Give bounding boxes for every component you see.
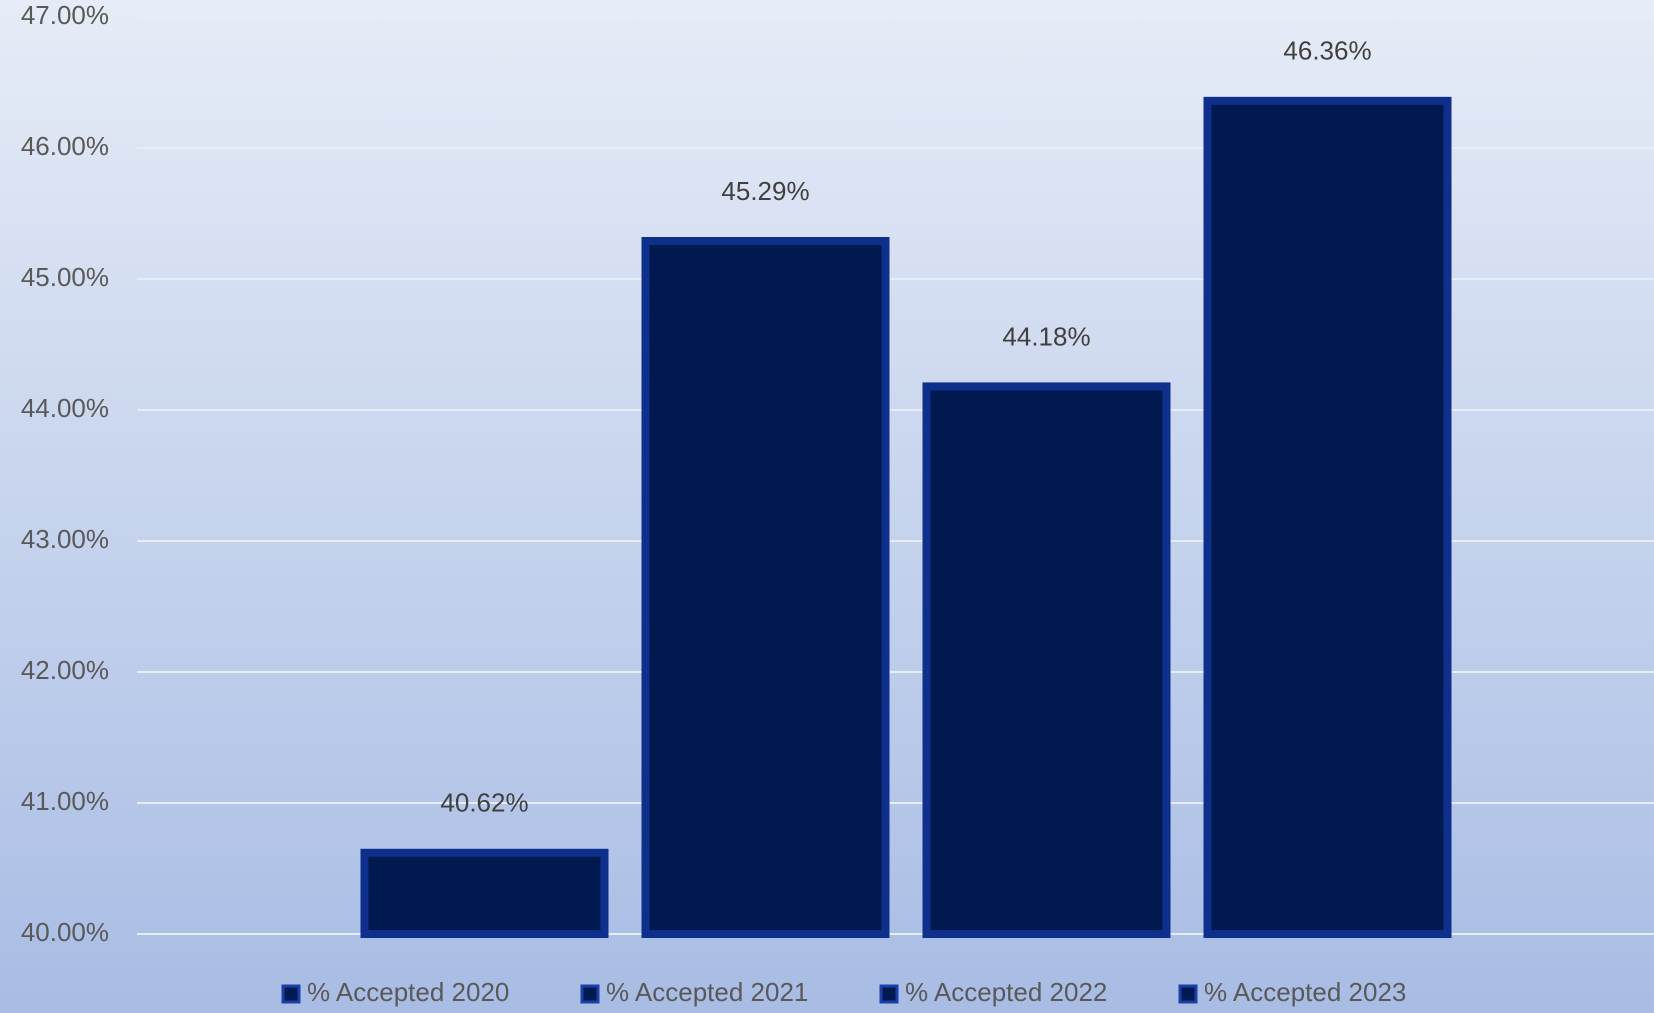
legend-label: % Accepted 2021 xyxy=(606,977,808,1007)
legend-label: % Accepted 2020 xyxy=(307,977,509,1007)
data-label: 45.29% xyxy=(721,176,809,206)
y-tick-label: 43.00% xyxy=(21,524,109,554)
y-tick-label: 45.00% xyxy=(21,262,109,292)
bar xyxy=(641,237,890,938)
data-label: 44.18% xyxy=(1002,321,1090,351)
data-label: 40.62% xyxy=(440,788,528,818)
y-tick-label: 46.00% xyxy=(21,131,109,161)
bar xyxy=(922,382,1171,939)
legend-marker xyxy=(1178,984,1198,1004)
bar xyxy=(1203,96,1452,938)
y-tick-label: 40.00% xyxy=(21,917,109,947)
y-tick-label: 41.00% xyxy=(21,786,109,816)
y-tick-label: 42.00% xyxy=(21,655,109,685)
legend-label: % Accepted 2022 xyxy=(905,977,1107,1007)
bar xyxy=(360,848,609,939)
y-tick-label: 47.00% xyxy=(21,0,109,30)
legend-label: % Accepted 2023 xyxy=(1204,977,1406,1007)
legend-marker xyxy=(281,984,301,1004)
legend-marker xyxy=(879,984,899,1004)
legend-marker xyxy=(580,984,600,1004)
data-label: 46.36% xyxy=(1283,36,1371,66)
y-tick-label: 44.00% xyxy=(21,393,109,423)
